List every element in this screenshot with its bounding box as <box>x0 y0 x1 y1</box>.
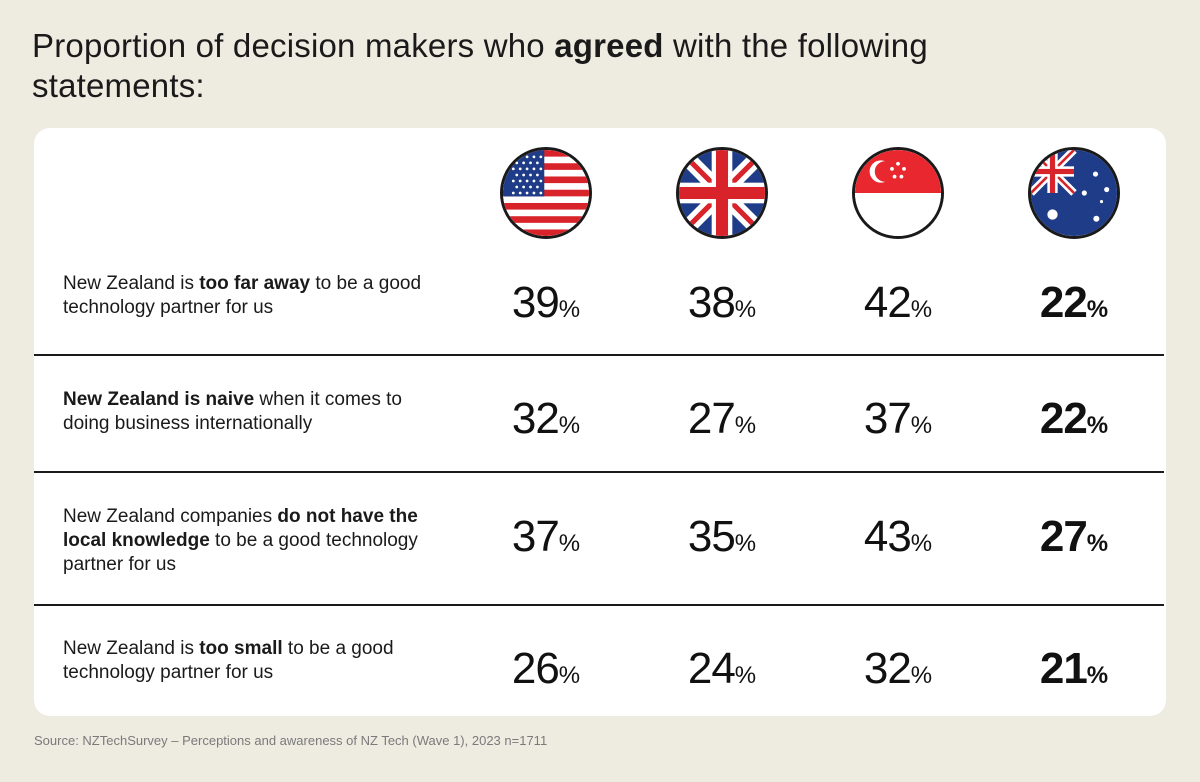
usa-flag-icon <box>500 147 592 239</box>
row-divider <box>34 604 1164 606</box>
title-bold: agreed <box>554 27 664 64</box>
value-usa: 26% <box>511 644 581 693</box>
value-singapore: 43% <box>863 512 933 561</box>
value-uk: 24% <box>687 644 757 693</box>
singapore-flag-icon <box>852 147 944 239</box>
value-uk: 38% <box>687 278 757 327</box>
value-australia: 27% <box>1039 512 1109 561</box>
statement-text: New Zealand is naive when it comes to do… <box>63 389 402 434</box>
value-uk: 27% <box>687 394 757 443</box>
australia-flag-icon <box>1028 147 1120 239</box>
value-usa: 39% <box>511 278 581 327</box>
value-singapore: 42% <box>863 278 933 327</box>
value-usa: 37% <box>511 512 581 561</box>
value-australia: 22% <box>1039 394 1109 443</box>
row-divider <box>34 471 1164 473</box>
value-australia: 22% <box>1039 278 1109 327</box>
title-prefix: Proportion of decision makers who <box>32 27 555 64</box>
statement-text: New Zealand is too small to be a good te… <box>63 638 394 683</box>
value-australia: 21% <box>1039 644 1109 693</box>
table-card: New Zealand is too far away to be a good… <box>34 128 1166 716</box>
uk-flag-icon <box>676 147 768 239</box>
statement-text: New Zealand is too far away to be a good… <box>63 273 422 318</box>
row-divider <box>34 354 1164 356</box>
value-singapore: 32% <box>863 644 933 693</box>
value-uk: 35% <box>687 512 757 561</box>
title-suffix: with the following statements: <box>32 27 928 104</box>
value-singapore: 37% <box>863 394 933 443</box>
source-note: Source: NZTechSurvey – Perceptions and a… <box>34 733 548 748</box>
chart-title: Proportion of decision makers who agreed… <box>32 26 932 106</box>
statement-text: New Zealand companies do not have the lo… <box>63 506 418 575</box>
value-usa: 32% <box>511 394 581 443</box>
